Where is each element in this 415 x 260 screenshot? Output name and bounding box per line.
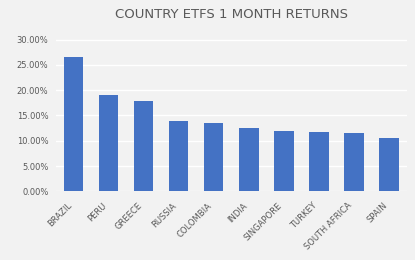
Bar — [239, 128, 259, 191]
Bar — [134, 101, 153, 191]
Bar — [344, 133, 364, 191]
Bar — [309, 132, 329, 191]
Bar — [274, 131, 293, 191]
Bar — [169, 121, 188, 191]
Title: COUNTRY ETFS 1 MONTH RETURNS: COUNTRY ETFS 1 MONTH RETURNS — [115, 8, 348, 21]
Bar — [379, 138, 399, 191]
Bar — [99, 95, 118, 191]
Bar — [64, 57, 83, 191]
Bar — [204, 123, 223, 191]
